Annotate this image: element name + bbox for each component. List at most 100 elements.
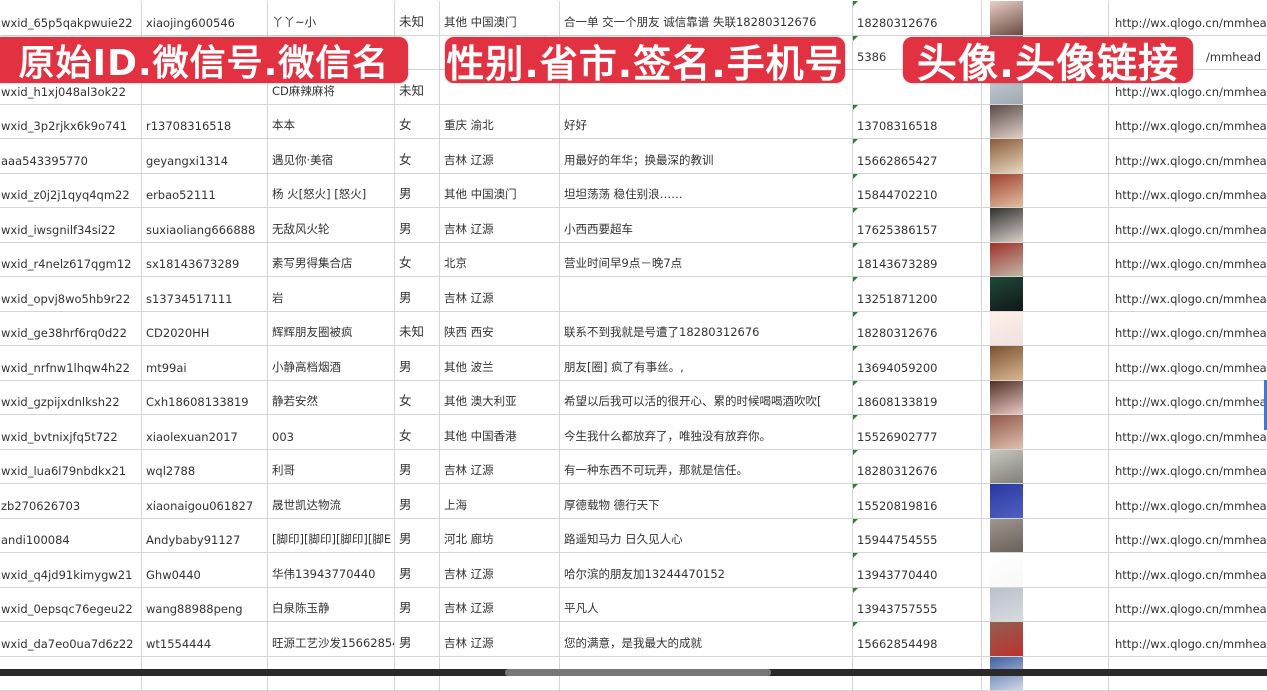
original-id-cell[interactable]: wxid_q4jd91kimygw21 bbox=[0, 553, 142, 587]
region-cell[interactable]: 河北 廊坊 bbox=[440, 519, 560, 553]
signature-cell[interactable]: 希望以后我可以活的很开心、累的时候喝喝酒吹吹[ bbox=[560, 381, 853, 415]
original-id-cell[interactable]: wxid_da7eo0ua7d6z22 bbox=[0, 622, 142, 656]
region-cell[interactable]: 吉林 辽源 bbox=[440, 622, 560, 656]
wechat-id-cell[interactable]: xiaonaigou061827 bbox=[142, 484, 268, 518]
region-cell[interactable]: 其他 中国香港 bbox=[440, 415, 560, 449]
phone-cell[interactable]: 13943770440 bbox=[853, 553, 982, 587]
original-id-cell[interactable]: wxid_r4nelz617qgm12 bbox=[0, 243, 142, 277]
signature-cell[interactable]: 平凡人 bbox=[560, 588, 853, 622]
avatar-cell[interactable] bbox=[982, 346, 1109, 380]
original-id-cell[interactable]: wxid_lua6l79nbdkx21 bbox=[0, 450, 142, 484]
original-id-cell[interactable]: wxid_iwsgnilf34si22 bbox=[0, 208, 142, 242]
wechat-id-cell[interactable]: xiaojing600546 bbox=[142, 1, 268, 35]
region-cell[interactable]: 吉林 辽源 bbox=[440, 139, 560, 173]
phone-cell[interactable]: 18608133819 bbox=[853, 381, 982, 415]
wechat-id-cell[interactable]: suxiaoliang666888 bbox=[142, 208, 268, 242]
region-cell[interactable]: 上海 bbox=[440, 484, 560, 518]
wechat-id-cell[interactable]: CD2020HH bbox=[142, 312, 268, 346]
original-id-cell[interactable]: wxid_3p2rjkx6k9o741 bbox=[0, 105, 142, 139]
wechat-name-cell[interactable]: 遇见你·美宿 bbox=[268, 139, 395, 173]
region-cell[interactable]: 吉林 辽源 bbox=[440, 277, 560, 311]
horizontal-scrollbar-thumb[interactable] bbox=[505, 669, 771, 676]
gender-cell[interactable]: 男 bbox=[395, 450, 440, 484]
wechat-name-cell[interactable]: 无敌风火轮 bbox=[268, 208, 395, 242]
avatar-cell[interactable] bbox=[982, 519, 1109, 553]
region-cell[interactable]: 重庆 渝北 bbox=[440, 105, 560, 139]
wechat-id-cell[interactable]: wang88988peng bbox=[142, 588, 268, 622]
signature-cell[interactable]: 用最好的年华；换最深的教训 bbox=[560, 139, 853, 173]
avatar-cell[interactable] bbox=[982, 105, 1109, 139]
original-id-cell[interactable]: wxid_bvtnixjfq5t722 bbox=[0, 415, 142, 449]
avatar-url-cell[interactable]: http://wx.qlogo.cn/mmhead bbox=[1109, 243, 1267, 277]
avatar-url-cell[interactable]: http://wx.qlogo.cn/mmhead bbox=[1109, 553, 1267, 587]
gender-cell[interactable]: 未知 bbox=[395, 1, 440, 35]
avatar-cell[interactable] bbox=[982, 622, 1109, 656]
phone-cell[interactable]: 15662865427 bbox=[853, 139, 982, 173]
avatar-url-cell[interactable]: http://wx.qlogo.cn/mmhead bbox=[1109, 415, 1267, 449]
avatar-cell[interactable] bbox=[982, 553, 1109, 587]
signature-cell[interactable]: 朋友[圈] 疯了有事丝。, bbox=[560, 346, 853, 380]
avatar-cell[interactable] bbox=[982, 1, 1109, 35]
gender-cell[interactable]: 女 bbox=[395, 243, 440, 277]
wechat-id-cell[interactable]: r13708316518 bbox=[142, 105, 268, 139]
original-id-cell[interactable]: zb270626703 bbox=[0, 484, 142, 518]
gender-cell[interactable]: 男 bbox=[395, 484, 440, 518]
phone-cell[interactable]: 13251871200 bbox=[853, 277, 982, 311]
wechat-id-cell[interactable]: Cxh18608133819 bbox=[142, 381, 268, 415]
avatar-url-cell[interactable]: http://wx.qlogo.cn/mmhead bbox=[1109, 450, 1267, 484]
phone-cell[interactable]: 18280312676 bbox=[853, 1, 982, 35]
original-id-cell[interactable]: aaa543395770 bbox=[0, 139, 142, 173]
wechat-id-cell[interactable]: s13734517111 bbox=[142, 277, 268, 311]
signature-cell[interactable]: 厚德载物 德行天下 bbox=[560, 484, 853, 518]
region-cell[interactable]: 其他 中国澳门 bbox=[440, 174, 560, 208]
original-id-cell[interactable]: andi100084 bbox=[0, 519, 142, 553]
region-cell[interactable]: 其他 波兰 bbox=[440, 346, 560, 380]
gender-cell[interactable]: 男 bbox=[395, 553, 440, 587]
wechat-name-cell[interactable]: 小静高档烟酒 bbox=[268, 346, 395, 380]
gender-cell[interactable]: 女 bbox=[395, 381, 440, 415]
wechat-name-cell[interactable]: 利哥 bbox=[268, 450, 395, 484]
avatar-cell[interactable] bbox=[982, 208, 1109, 242]
original-id-cell[interactable]: wxid_nrfnw1lhqw4h22 bbox=[0, 346, 142, 380]
gender-cell[interactable]: 未知 bbox=[395, 312, 440, 346]
signature-cell[interactable]: 有一种东西不可玩弄，那就是信任。 bbox=[560, 450, 853, 484]
phone-cell[interactable]: 15844702210 bbox=[853, 174, 982, 208]
wechat-name-cell[interactable]: 003 bbox=[268, 415, 395, 449]
wechat-name-cell[interactable]: 杨 火[怒火] [怒火] bbox=[268, 174, 395, 208]
wechat-name-cell[interactable]: 丫丫~小 bbox=[268, 1, 395, 35]
wechat-name-cell[interactable]: 本本 bbox=[268, 105, 395, 139]
avatar-url-cell[interactable]: http://wx.qlogo.cn/mmhead bbox=[1109, 1, 1267, 35]
phone-cell[interactable]: 15520819816 bbox=[853, 484, 982, 518]
wechat-id-cell[interactable]: mt99ai bbox=[142, 346, 268, 380]
phone-cell[interactable]: 17625386157 bbox=[853, 208, 982, 242]
avatar-url-cell[interactable]: http://wx.qlogo.cn/mmhead bbox=[1109, 312, 1267, 346]
region-cell[interactable]: 其他 澳大利亚 bbox=[440, 381, 560, 415]
gender-cell[interactable]: 男 bbox=[395, 208, 440, 242]
signature-cell[interactable]: 营业时间早9点－晚7点 bbox=[560, 243, 853, 277]
wechat-id-cell[interactable]: wt1554444 bbox=[142, 622, 268, 656]
phone-cell[interactable]: 15944754555 bbox=[853, 519, 982, 553]
phone-cell[interactable]: 18280312676 bbox=[853, 450, 982, 484]
original-id-cell[interactable]: wxid_65p5qakpwuie22 bbox=[0, 1, 142, 35]
wechat-id-cell[interactable]: xiaolexuan2017 bbox=[142, 415, 268, 449]
gender-cell[interactable]: 男 bbox=[395, 346, 440, 380]
gender-cell[interactable]: 男 bbox=[395, 277, 440, 311]
wechat-name-cell[interactable]: 华伟13943770440 bbox=[268, 553, 395, 587]
wechat-id-cell[interactable]: geyangxi1314 bbox=[142, 139, 268, 173]
avatar-url-cell[interactable]: http://wx.qlogo.cn/mmhead bbox=[1109, 622, 1267, 656]
gender-cell[interactable]: 男 bbox=[395, 588, 440, 622]
avatar-cell[interactable] bbox=[982, 174, 1109, 208]
region-cell[interactable]: 吉林 辽源 bbox=[440, 208, 560, 242]
wechat-name-cell[interactable]: 旺源工艺沙发15662854 bbox=[268, 622, 395, 656]
avatar-cell[interactable] bbox=[982, 450, 1109, 484]
signature-cell[interactable]: 哈尔滨的朋友加13244470152 bbox=[560, 553, 853, 587]
signature-cell[interactable]: 联系不到我就是号遭了18280312676 bbox=[560, 312, 853, 346]
wechat-id-cell[interactable]: Ghw0440 bbox=[142, 553, 268, 587]
wechat-name-cell[interactable]: 白泉陈玉静 bbox=[268, 588, 395, 622]
gender-cell[interactable]: 女 bbox=[395, 139, 440, 173]
region-cell[interactable]: 吉林 辽源 bbox=[440, 553, 560, 587]
avatar-cell[interactable] bbox=[982, 312, 1109, 346]
wechat-name-cell[interactable]: 静若安然 bbox=[268, 381, 395, 415]
phone-cell[interactable]: 18280312676 bbox=[853, 312, 982, 346]
wechat-name-cell[interactable]: 素写男得集合店 bbox=[268, 243, 395, 277]
